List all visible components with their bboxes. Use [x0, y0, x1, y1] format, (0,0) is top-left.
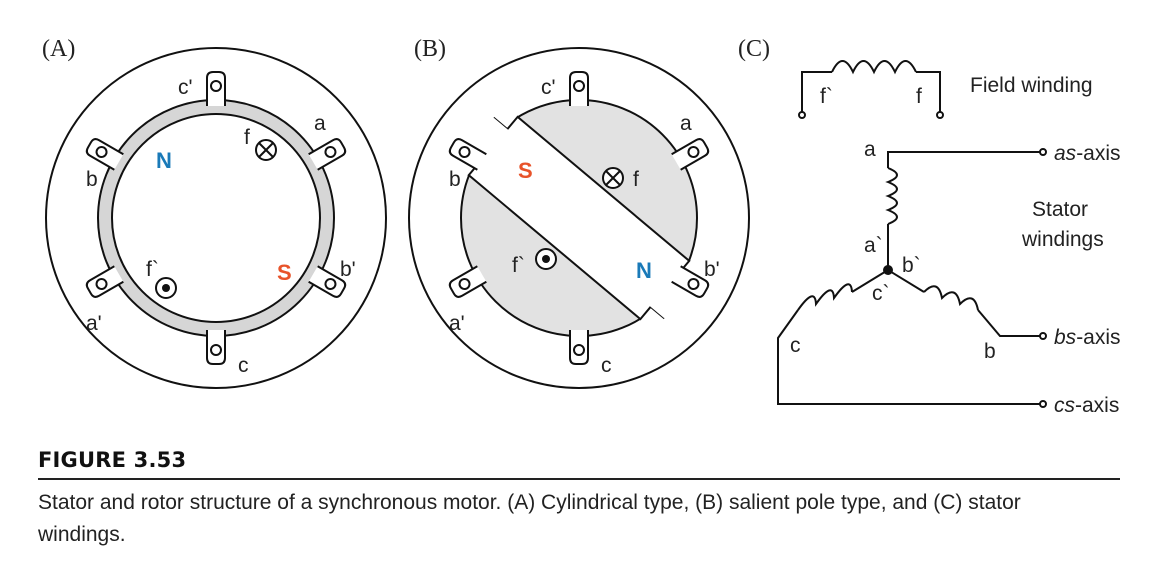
pole-north-a: N [156, 148, 172, 173]
lead-b-neutral [887, 269, 925, 293]
coil-a [885, 167, 898, 225]
lead-b [977, 309, 1040, 337]
terminal-as [1039, 148, 1047, 156]
coil-c [797, 283, 853, 311]
label-b-prime-b: b' [704, 258, 720, 281]
label-field-f: f [916, 85, 922, 108]
slot-c-a [206, 329, 226, 365]
winding-schematic [777, 60, 1047, 408]
label-field-f-prime: f` [820, 85, 833, 108]
stator-windings-label-line1: Stator [1032, 198, 1088, 221]
pole-south-b: S [518, 158, 533, 183]
label-a-prime-b: a' [449, 312, 465, 335]
slot-c-prime-a [206, 71, 226, 107]
field-lead-right [916, 71, 941, 112]
label-b-a: b [86, 168, 98, 191]
label-a-prime-a: a' [86, 312, 102, 335]
slot-c-b [569, 329, 589, 365]
lead-c-neutral [851, 269, 889, 293]
conductor-into-page-icon [602, 167, 624, 189]
label-f-prime-a: f` [146, 258, 159, 281]
conductor-out-of-page-icon [155, 277, 177, 299]
coil-b [923, 285, 979, 311]
terminal-f [936, 111, 944, 119]
panel-label-c: (C) [738, 36, 770, 62]
conductor-out-of-page-icon [535, 248, 557, 270]
label-c-prime-a: c' [178, 76, 193, 99]
label-winding-a-prime: a` [864, 234, 883, 257]
terminal-f-prime [798, 111, 806, 119]
cs-axis-label: cs-axis [1054, 394, 1119, 417]
terminal-cs [1039, 400, 1047, 408]
label-winding-b-prime: b` [902, 254, 921, 277]
pole-north-b: N [636, 258, 652, 283]
label-f-a: f [244, 126, 250, 149]
label-winding-c-prime: c` [872, 282, 890, 305]
cylindrical-machine: c' a b' c a' b f f` N S [45, 47, 387, 389]
label-winding-a: a [864, 138, 876, 161]
field-coil [831, 60, 917, 75]
label-a-b: a [680, 112, 692, 135]
neutral-node [883, 265, 893, 275]
lead-c [777, 309, 1040, 405]
label-b-b: b [449, 168, 461, 191]
panel-label-a: (A) [42, 36, 75, 62]
label-c-prime-b: c' [541, 76, 556, 99]
panel-label-b: (B) [414, 36, 446, 62]
terminal-bs [1039, 332, 1047, 340]
pole-south-a: S [277, 260, 292, 285]
stator-windings-label-line2: windings [1021, 228, 1104, 251]
as-axis-label: as-axis [1054, 142, 1121, 165]
bs-axis-label: bs-axis [1054, 326, 1121, 349]
label-winding-b: b [984, 340, 996, 363]
lead-a [887, 151, 1040, 168]
label-winding-c: c [790, 334, 801, 357]
figure-diagram: (A) c' a b' c a' b f f` N S [42, 36, 1121, 417]
figure-number: FIGURE 3.53 [38, 448, 187, 472]
caption-divider [38, 478, 1120, 480]
field-lead-left [801, 71, 832, 112]
slot-c-prime-b [569, 71, 589, 107]
field-winding-label: Field winding [970, 74, 1093, 97]
salient-pole-machine: c' a b' c a' b f f` S N [408, 47, 750, 389]
conductor-into-page-icon [255, 139, 277, 161]
label-a-a: a [314, 112, 326, 135]
label-f-prime-b: f` [512, 254, 525, 277]
label-c-b: c [601, 354, 612, 377]
label-b-prime-a: b' [340, 258, 356, 281]
figure-caption: Stator and rotor structure of a synchron… [38, 491, 1021, 546]
rotor-a [111, 113, 321, 323]
label-c-a: c [238, 354, 249, 377]
label-f-b: f [633, 168, 639, 191]
rotor-slot-channel [461, 110, 697, 326]
